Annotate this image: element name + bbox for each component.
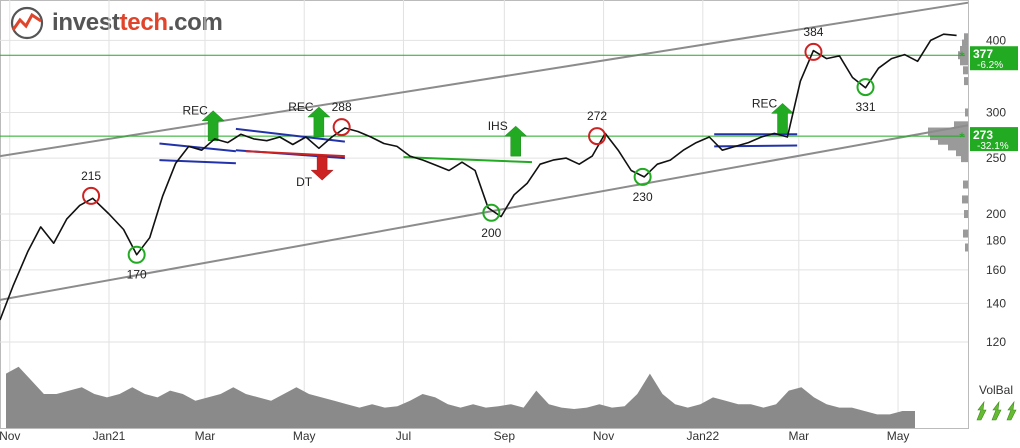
bottom-marker (482, 203, 501, 222)
buy-signal-arrow-icon (770, 103, 795, 134)
volume-profile-bar (963, 66, 968, 75)
y-tick-label: 400 (986, 33, 1006, 47)
price-tag-box (970, 127, 1018, 152)
pattern-label: REC (182, 104, 208, 118)
y-tick-label: 300 (986, 105, 1006, 119)
top-marker (82, 186, 101, 205)
signal-star-icon: * (959, 129, 965, 145)
volume-profile-bar (964, 210, 968, 219)
pattern-label: REC (288, 100, 314, 114)
y-tick-label: 160 (986, 263, 1006, 277)
pattern-label: IHS (488, 119, 508, 133)
pattern-markers: REC REC DT IHS REC (159, 96, 798, 189)
top-marker (588, 127, 607, 146)
bottom-marker (127, 245, 146, 264)
volume-balance: VolBal (6, 366, 1017, 428)
price-tag-value: 377 (973, 47, 993, 61)
volume-profile-bar (962, 39, 968, 48)
ihs-neckline (403, 156, 533, 164)
y-axis: 400 300 250 200 180 160 140 120 (986, 33, 1006, 349)
volume-profile-bar (962, 195, 968, 204)
x-tick-label: May (293, 429, 316, 443)
volume-signal-arrow-icon (991, 400, 1002, 421)
price-series (0, 33, 957, 321)
price-tag-value: 273 (973, 128, 993, 142)
trend-channel-upper (0, 1, 969, 158)
volume-profile-bar (938, 136, 968, 145)
sell-signal-arrow-icon (310, 155, 334, 181)
x-tick-label: Sep (494, 429, 516, 443)
volume-profile-bar (956, 148, 968, 157)
volume-profile-bar (948, 142, 968, 151)
pattern-label: REC (752, 96, 778, 110)
support-resistance-lines (0, 54, 965, 137)
rectangle-top-line (235, 127, 346, 143)
volume-profile-bar (964, 77, 968, 86)
price-tags: 377-6.2% * 273-32.1% * (959, 46, 1018, 152)
price-tag-change: -6.2% (977, 60, 1003, 71)
volume-profile-bar (963, 229, 968, 238)
logo-mark-icon (10, 6, 44, 40)
y-tick-label: 200 (986, 207, 1006, 221)
volume-profile-bar (964, 33, 968, 42)
y-tick-label: 250 (986, 151, 1006, 165)
price-annotation-label: 272 (587, 109, 607, 123)
x-axis: Nov Jan21 Mar May Jul Sep Nov Jan22 Mar May (0, 429, 909, 443)
volume-profile-bar (961, 154, 968, 163)
volume-profile-bar (960, 45, 968, 54)
price-tag-change: -32.1% (977, 141, 1009, 152)
brand-part-tech: tech (119, 9, 168, 36)
pattern-label: DT (296, 175, 313, 189)
volume-balance-area (6, 366, 915, 428)
volume-label: VolBal (979, 383, 1013, 397)
volume-profile-bar (965, 243, 968, 252)
y-tick-label: 140 (986, 296, 1006, 310)
x-tick-label: Nov (593, 429, 614, 443)
x-tick-label: May (887, 429, 910, 443)
volume-profile (928, 33, 968, 252)
buy-signal-arrow-icon (201, 110, 225, 141)
x-tick-label: Jan21 (93, 429, 126, 443)
top-marker (804, 42, 823, 61)
grid (0, 0, 969, 429)
volume-profile-bar (954, 121, 968, 130)
volume-signal-arrow-icon (1006, 400, 1017, 421)
price-annotation-label: 331 (855, 100, 875, 114)
buy-signal-arrow-icon (307, 106, 331, 138)
x-tick-label: Jan22 (686, 429, 719, 443)
x-tick-label: Nov (0, 429, 20, 443)
x-tick-label: Mar (195, 429, 216, 443)
volume-profile-bar (965, 108, 968, 117)
x-tick-label: Mar (788, 429, 809, 443)
volume-profile-bar (928, 127, 968, 136)
price-annotation-label: 288 (332, 100, 352, 114)
volume-signal-arrow-icon (976, 400, 987, 421)
buy-signal-arrow-icon (504, 125, 528, 157)
price-annotation-label: 384 (803, 25, 823, 39)
rectangle-top-line (159, 142, 236, 153)
x-tick-label: Jul (396, 429, 411, 443)
annotations: 215 170 288 200 272 230 384 331 (81, 25, 876, 282)
volume-profile-bar (963, 180, 968, 189)
rectangle-bottom-line (159, 159, 236, 165)
brand-part-com: .com (167, 9, 223, 36)
signal-star-icon: * (959, 48, 965, 64)
top-marker (332, 118, 351, 137)
price-line (0, 33, 957, 321)
volume-profile-bar (960, 57, 968, 66)
bottom-marker (633, 167, 652, 186)
price-annotation-label: 230 (633, 190, 653, 204)
rectangle-bottom-line (714, 144, 798, 148)
price-annotation-label: 215 (81, 169, 101, 183)
price-annotation-label: 200 (481, 226, 501, 240)
bottom-marker (856, 78, 875, 97)
price-annotation-label: 170 (127, 268, 147, 282)
double-top-line (245, 150, 345, 158)
y-tick-label: 120 (986, 335, 1006, 349)
price-tag-box (970, 46, 1018, 71)
y-tick-label: 180 (986, 233, 1006, 247)
